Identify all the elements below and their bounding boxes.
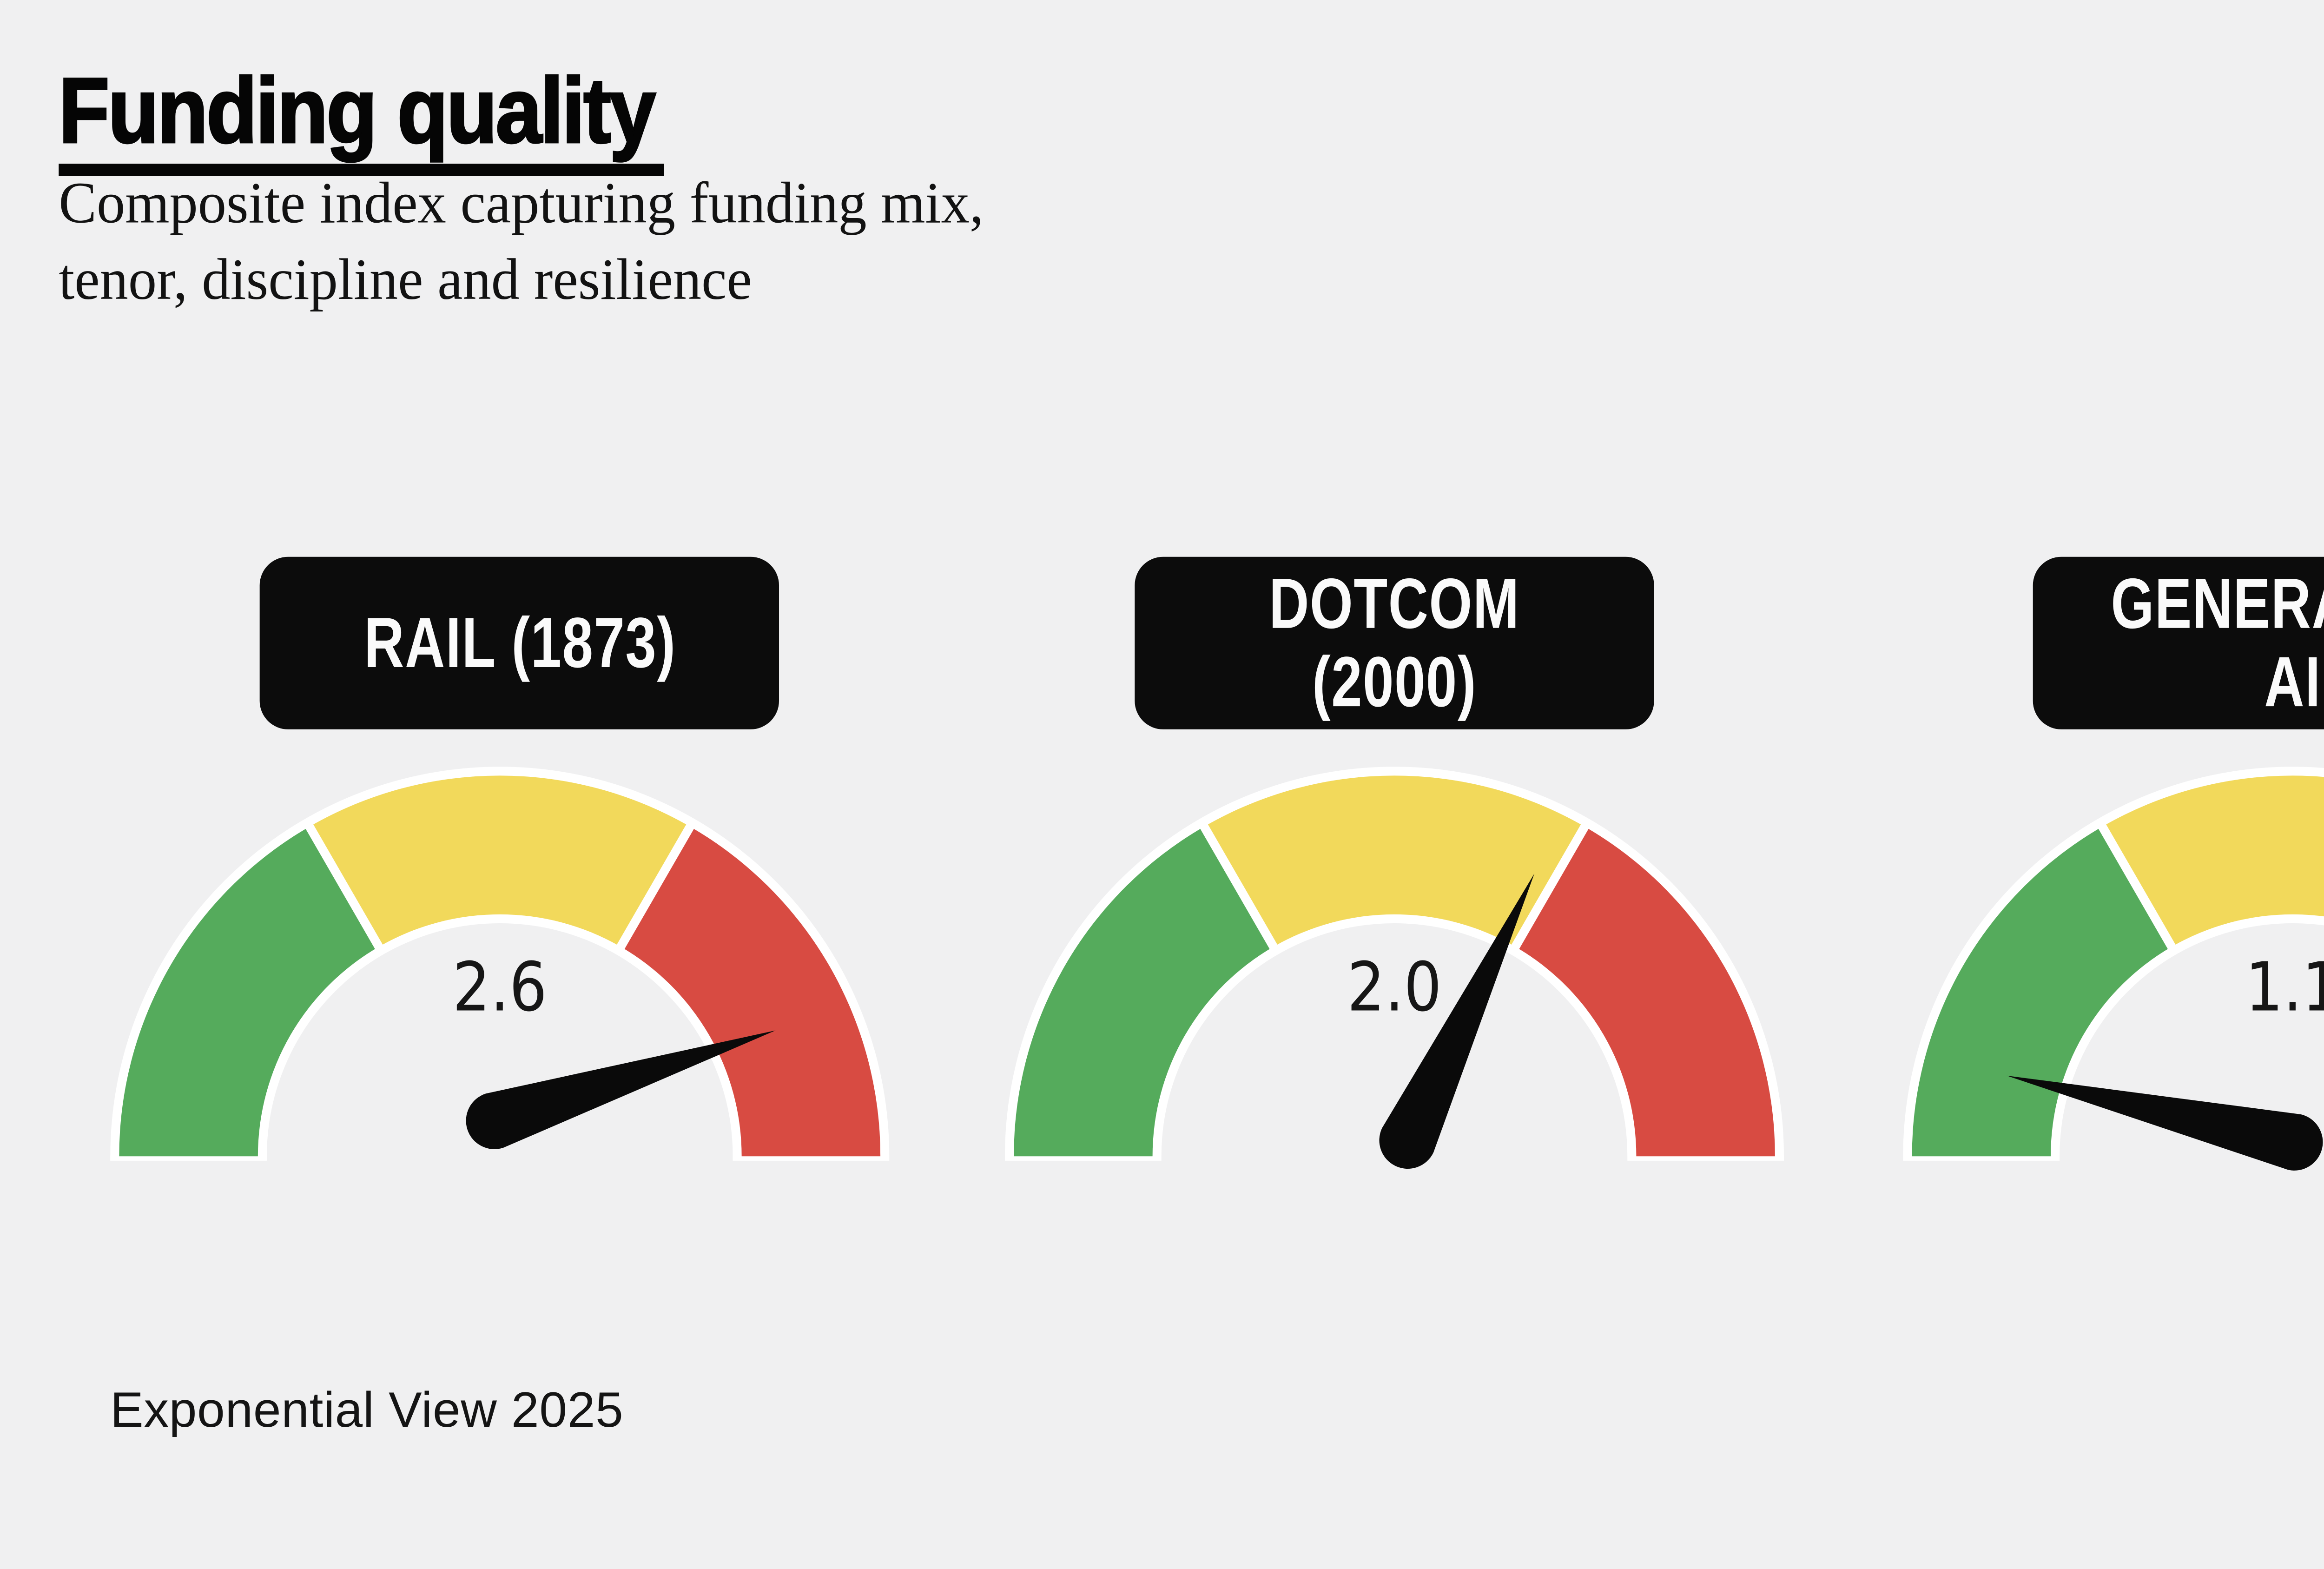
page-subtitle: Composite index capturing funding mix, t… — [59, 172, 984, 313]
gauge-band-low — [119, 827, 379, 1157]
gauge-needle — [1378, 874, 1534, 1169]
gauge-band-high — [1514, 827, 1774, 1157]
gauge-value-genai: 1.1 — [2245, 948, 2324, 1026]
gauge-chart-genai — [1903, 767, 2324, 1171]
gauge-needle — [2007, 1075, 2323, 1171]
page-title: Funding quality — [58, 63, 664, 176]
gauge-label-dotcom: DOTCOM (2000) — [1268, 564, 1519, 722]
gauge-band-medium — [2102, 775, 2324, 947]
gauge-label-box-rail: RAIL (1873) — [259, 556, 779, 729]
gauge-chart-rail — [110, 767, 890, 1161]
gauge-value-dotcom: 2.0 — [1346, 948, 1441, 1026]
gauge-band-divider — [1507, 818, 1591, 955]
gauge-band-divider — [302, 818, 386, 955]
gauge-needle — [466, 1030, 776, 1149]
gauge-band-divider — [1195, 818, 1280, 955]
gauge-chart-dotcom — [1004, 767, 1783, 1169]
gauge-label-genai: GENERATIVE AI — [2111, 564, 2324, 722]
gauge-label-rail: RAIL (1873) — [363, 604, 675, 682]
gauge-value-rail: 2.6 — [452, 948, 548, 1026]
gauge-band-low — [1912, 827, 2172, 1157]
gauge-band-medium — [309, 775, 690, 947]
source-credit: Exponential View 2025 — [110, 1382, 624, 1437]
gauge-band-medium — [1203, 775, 1584, 947]
gauge-label-box-dotcom: DOTCOM (2000) — [1134, 556, 1653, 729]
gauge-band-divider — [2095, 818, 2179, 955]
gauge-label-box-genai: GENERATIVE AI — [2033, 556, 2324, 729]
gauge-band-low — [1013, 827, 1273, 1157]
gauge-band-divider — [613, 818, 698, 955]
gauge-band-high — [621, 827, 881, 1157]
